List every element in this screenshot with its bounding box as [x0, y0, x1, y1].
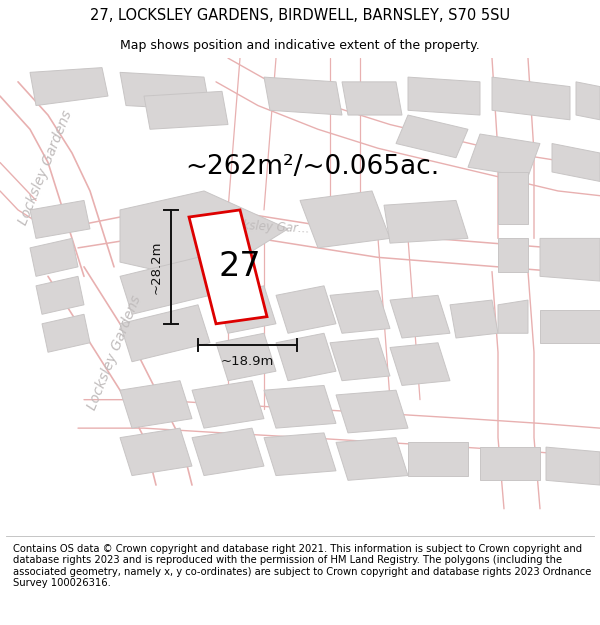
Polygon shape — [468, 134, 540, 177]
Polygon shape — [330, 291, 390, 333]
Polygon shape — [120, 258, 210, 314]
Polygon shape — [396, 115, 468, 158]
Polygon shape — [192, 381, 264, 428]
Polygon shape — [264, 386, 336, 428]
Polygon shape — [552, 144, 600, 181]
Text: ~18.9m: ~18.9m — [221, 355, 274, 368]
Polygon shape — [546, 447, 600, 485]
Polygon shape — [300, 191, 390, 248]
Polygon shape — [336, 438, 408, 481]
Polygon shape — [540, 238, 600, 281]
Polygon shape — [192, 428, 264, 476]
Polygon shape — [330, 338, 390, 381]
Polygon shape — [408, 442, 468, 476]
Polygon shape — [492, 77, 570, 120]
Polygon shape — [336, 390, 408, 433]
Polygon shape — [576, 82, 600, 120]
Polygon shape — [390, 342, 450, 386]
Text: Locksley Gardens: Locksley Gardens — [16, 108, 74, 227]
Polygon shape — [390, 295, 450, 338]
Text: ~28.2m: ~28.2m — [149, 240, 163, 294]
Polygon shape — [540, 309, 600, 342]
Polygon shape — [480, 447, 540, 481]
Polygon shape — [216, 286, 276, 333]
Polygon shape — [276, 286, 336, 333]
Polygon shape — [189, 210, 267, 324]
Polygon shape — [120, 191, 288, 281]
Polygon shape — [144, 91, 228, 129]
Polygon shape — [36, 276, 84, 314]
Polygon shape — [264, 433, 336, 476]
Polygon shape — [42, 314, 90, 352]
Polygon shape — [120, 72, 210, 110]
Polygon shape — [120, 381, 192, 428]
Polygon shape — [384, 201, 468, 243]
Polygon shape — [342, 82, 402, 115]
Polygon shape — [30, 238, 78, 276]
Polygon shape — [276, 333, 336, 381]
Text: 27: 27 — [218, 251, 262, 283]
Polygon shape — [408, 77, 480, 115]
Text: Locksley Gar…: Locksley Gar… — [222, 217, 310, 235]
Polygon shape — [30, 201, 90, 238]
Polygon shape — [120, 428, 192, 476]
Text: ~262m²/~0.065ac.: ~262m²/~0.065ac. — [185, 154, 439, 180]
Polygon shape — [120, 305, 210, 362]
Text: Locksley Gardens: Locksley Gardens — [85, 293, 143, 412]
Polygon shape — [498, 238, 528, 272]
Polygon shape — [450, 300, 498, 338]
Text: 27, LOCKSLEY GARDENS, BIRDWELL, BARNSLEY, S70 5SU: 27, LOCKSLEY GARDENS, BIRDWELL, BARNSLEY… — [90, 8, 510, 22]
Polygon shape — [30, 68, 108, 106]
Polygon shape — [264, 77, 342, 115]
Polygon shape — [498, 172, 528, 224]
Polygon shape — [498, 300, 528, 333]
Text: Map shows position and indicative extent of the property.: Map shows position and indicative extent… — [120, 39, 480, 52]
Text: Contains OS data © Crown copyright and database right 2021. This information is : Contains OS data © Crown copyright and d… — [13, 544, 592, 588]
Polygon shape — [216, 333, 276, 381]
